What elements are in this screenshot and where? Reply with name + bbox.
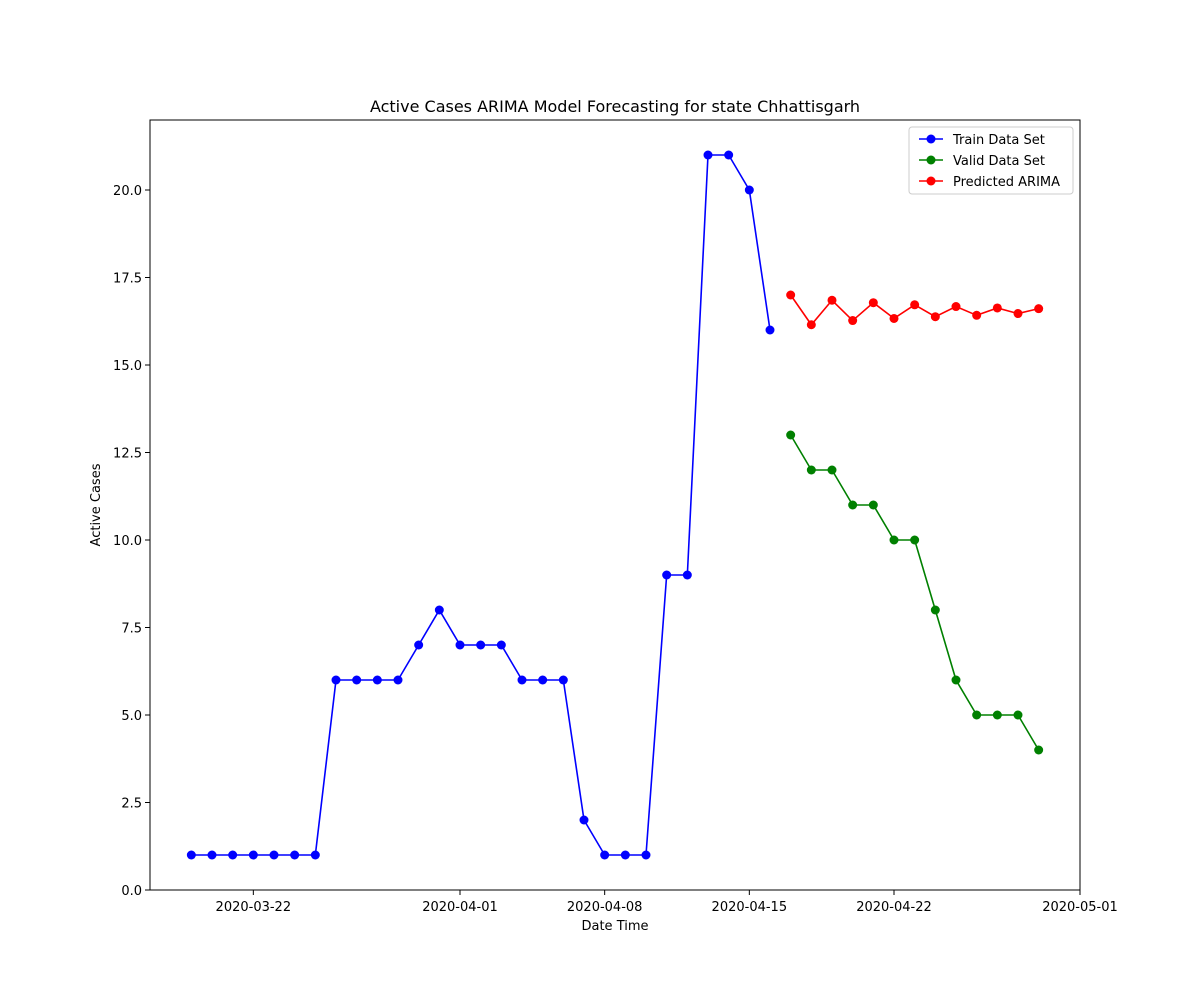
data-point — [455, 640, 465, 650]
x-tick-label: 2020-04-08 — [567, 900, 643, 915]
data-point — [992, 303, 1002, 313]
data-point — [248, 850, 258, 860]
data-point — [186, 850, 196, 860]
data-point — [951, 675, 961, 685]
data-point — [806, 320, 816, 330]
data-point — [517, 675, 527, 685]
y-tick-label: 0.0 — [121, 884, 142, 899]
data-point — [662, 570, 672, 580]
data-point — [269, 850, 279, 860]
data-point — [1013, 710, 1023, 720]
data-point — [579, 815, 589, 825]
data-point — [806, 465, 816, 475]
data-point — [393, 675, 403, 685]
x-tick-label: 2020-04-15 — [712, 900, 788, 915]
y-tick-label: 12.5 — [113, 447, 142, 462]
y-tick-label: 20.0 — [113, 184, 142, 199]
data-point — [682, 570, 692, 580]
data-point — [910, 535, 920, 545]
legend-label: Valid Data Set — [953, 154, 1045, 169]
data-point — [930, 605, 940, 615]
legend-label: Train Data Set — [952, 133, 1045, 148]
data-point — [848, 316, 858, 326]
data-point — [930, 312, 940, 322]
x-axis-label: Date Time — [581, 919, 648, 934]
y-tick-label: 17.5 — [113, 272, 142, 287]
data-point — [972, 710, 982, 720]
data-point — [889, 535, 899, 545]
data-point — [1013, 309, 1023, 319]
data-point — [352, 675, 362, 685]
y-tick-label: 7.5 — [121, 622, 142, 637]
data-point — [310, 850, 320, 860]
chart-title: Active Cases ARIMA Model Forecasting for… — [370, 97, 860, 116]
data-point — [434, 605, 444, 615]
data-point — [620, 850, 630, 860]
data-point — [1034, 304, 1044, 314]
data-point — [765, 325, 775, 335]
legend-marker — [926, 155, 936, 165]
legend-marker — [926, 176, 936, 186]
data-point — [703, 150, 713, 160]
data-point — [1034, 745, 1044, 755]
plot-frame — [149, 119, 1081, 891]
data-point — [641, 850, 651, 860]
legend-marker — [926, 134, 936, 144]
y-tick-label: 2.5 — [121, 797, 142, 812]
data-point — [827, 295, 837, 305]
x-tick-label: 2020-04-22 — [856, 900, 932, 915]
data-point — [414, 640, 424, 650]
x-tick-label: 2020-03-22 — [216, 900, 292, 915]
x-tick-label: 2020-05-01 — [1042, 900, 1118, 915]
data-point — [207, 850, 217, 860]
data-point — [951, 302, 961, 312]
data-point — [331, 675, 341, 685]
data-point — [868, 500, 878, 510]
data-point — [992, 710, 1002, 720]
data-point — [724, 150, 734, 160]
data-point — [496, 640, 506, 650]
x-tick-label: 2020-04-01 — [422, 900, 498, 915]
data-point — [744, 185, 754, 195]
data-point — [538, 675, 548, 685]
y-axis-label: Active Cases — [89, 463, 104, 546]
data-point — [910, 300, 920, 310]
data-point — [786, 430, 796, 440]
data-point — [476, 640, 486, 650]
plot-area — [186, 150, 1044, 860]
data-point — [889, 313, 899, 323]
data-point — [868, 298, 878, 308]
data-point — [600, 850, 610, 860]
data-point — [848, 500, 858, 510]
data-point — [972, 310, 982, 320]
data-point — [228, 850, 238, 860]
legend: Train Data Set Valid Data Set Predicted AR… — [908, 126, 1074, 195]
data-point — [372, 675, 382, 685]
axis-ticks: 2020-03-22 2020-04-01 2020-04-08 2020-04-15… — [113, 184, 1118, 915]
y-tick-label: 10.0 — [113, 534, 142, 549]
legend-label: Predicted ARIMA — [953, 175, 1060, 190]
data-point — [290, 850, 300, 860]
legend-box — [908, 126, 1074, 195]
data-point — [827, 465, 837, 475]
data-point — [786, 290, 796, 300]
data-point — [558, 675, 568, 685]
y-tick-label: 5.0 — [121, 709, 142, 724]
y-tick-label: 15.0 — [113, 359, 142, 374]
